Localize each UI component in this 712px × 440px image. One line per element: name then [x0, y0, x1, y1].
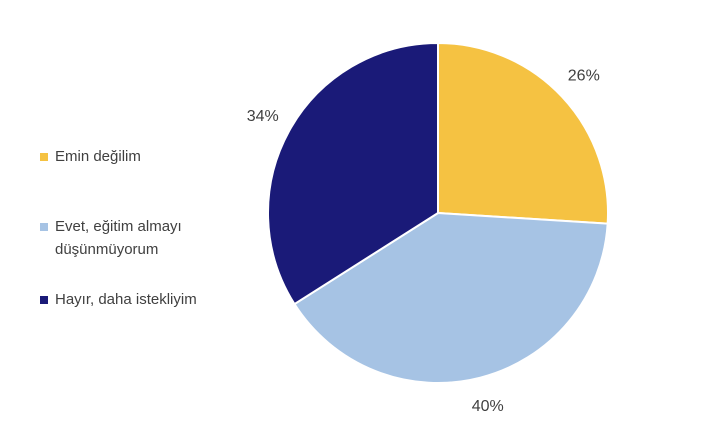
- legend-label: Evet, eğitim almayı düşünmüyorum: [55, 218, 182, 258]
- data-label: 34%: [247, 108, 279, 125]
- legend-swatch: [40, 296, 48, 304]
- legend-item: Hayır, daha istekliyim: [40, 288, 235, 311]
- legend-swatch: [40, 223, 48, 231]
- legend-swatch: [40, 153, 48, 161]
- legend-item: Emin değilim: [40, 145, 235, 168]
- legend-item: Evet, eğitim almayı düşünmüyorum: [40, 215, 235, 261]
- data-label: 40%: [472, 398, 504, 415]
- pie-slice: [266, 41, 439, 306]
- legend-label: Hayır, daha istekliyim: [55, 291, 197, 308]
- pie-slice: [437, 41, 609, 225]
- data-label: 26%: [568, 67, 600, 84]
- legend-label: Emin değilim: [55, 148, 141, 165]
